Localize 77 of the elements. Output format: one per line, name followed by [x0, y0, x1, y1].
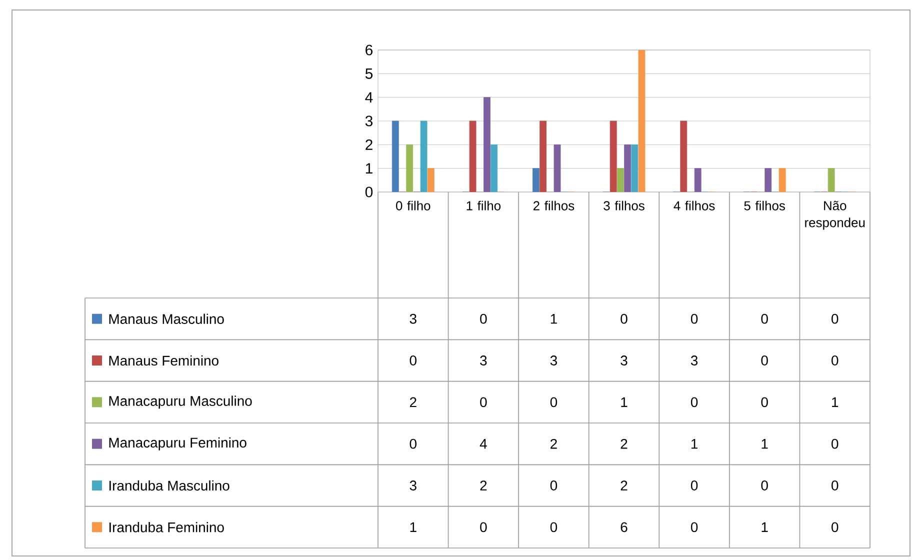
data-label: 0 — [690, 397, 698, 408]
data-label: 3 — [550, 356, 557, 366]
x-tick-label: 3 filhos — [604, 200, 644, 210]
data-label: 2 — [410, 397, 416, 408]
bar — [680, 120, 688, 192]
data-label: 0 — [761, 397, 768, 408]
data-label: 0 — [480, 314, 487, 324]
data-label: 3 — [410, 314, 416, 324]
data-label: 0 — [761, 314, 768, 324]
data-label: 0 — [832, 480, 838, 490]
data-label: 0 — [761, 356, 768, 366]
data-label: 4 — [480, 439, 487, 449]
data-label: 1 — [762, 522, 768, 532]
data-label: 1 — [550, 314, 557, 324]
bar — [406, 144, 414, 192]
data-label: 0 — [550, 480, 558, 490]
y-tick-label: 4 — [365, 92, 373, 102]
data-label: 0 — [620, 314, 628, 324]
data-label: 0 — [690, 314, 698, 324]
legend-label: Manaus Feminino — [109, 355, 218, 366]
data-label: 0 — [550, 397, 558, 408]
data-label: 3 — [620, 356, 628, 366]
data-label: 3 — [690, 356, 698, 366]
bar — [631, 144, 638, 192]
data-label: 6 — [620, 522, 628, 532]
bar — [484, 97, 490, 192]
x-tick-label: 4 filhos — [674, 200, 715, 210]
bar — [610, 120, 617, 192]
data-label: 1 — [832, 397, 838, 407]
data-label: 0 — [550, 522, 558, 532]
bar — [490, 144, 498, 192]
data-label: 0 — [832, 314, 838, 324]
bar — [828, 168, 835, 192]
bar — [540, 120, 547, 192]
legend-label: Manacapuru Feminino — [109, 437, 246, 450]
x-tick-label: 5 filhos — [744, 200, 785, 210]
data-label: 0 — [410, 356, 416, 366]
x-tick-label: Não respondeu — [805, 200, 865, 230]
data-label: 1 — [691, 439, 698, 449]
data-label: 2 — [620, 438, 628, 449]
data-label: 0 — [832, 356, 838, 366]
legend-label: Manaus Masculino — [109, 314, 224, 324]
data-label: 0 — [480, 522, 487, 532]
bar — [764, 168, 772, 192]
y-tick-label: 3 — [365, 116, 372, 126]
bar — [554, 144, 561, 192]
data-label: 0 — [690, 522, 698, 532]
legend-label: Manacapuru Masculino — [109, 396, 252, 409]
x-tick-label: 2 filhos — [534, 200, 574, 210]
bar — [469, 120, 476, 192]
data-label: 0 — [480, 397, 487, 408]
x-tick-label: 1 filho — [466, 200, 501, 210]
data-label: 0 — [410, 438, 416, 449]
x-tick-label: 0 filho — [396, 200, 430, 210]
data-label: 3 — [480, 356, 487, 366]
y-tick-label: 5 — [365, 68, 373, 79]
y-tick-label: 1 — [366, 163, 372, 174]
data-label: 3 — [410, 480, 416, 490]
data-label: 1 — [410, 522, 416, 532]
y-tick-label: 2 — [366, 139, 372, 150]
legend-label: Iranduba Masculino — [109, 480, 230, 491]
bar — [420, 120, 428, 192]
data-label: 0 — [690, 480, 698, 490]
data-label: 1 — [762, 439, 768, 449]
bar — [694, 168, 702, 192]
data-label: 0 — [761, 480, 768, 490]
data-label: 0 — [832, 522, 838, 532]
data-label: 2 — [480, 480, 487, 490]
data-label: 1 — [621, 397, 628, 407]
data-label: 0 — [832, 438, 838, 449]
y-tick-label: 6 — [366, 44, 372, 56]
bar — [624, 144, 632, 192]
legend-label: Iranduba Feminino — [109, 522, 224, 532]
bar — [617, 168, 624, 192]
y-tick-label: 0 — [365, 186, 373, 198]
data-label: 2 — [620, 480, 628, 490]
data-label: 2 — [550, 438, 557, 449]
